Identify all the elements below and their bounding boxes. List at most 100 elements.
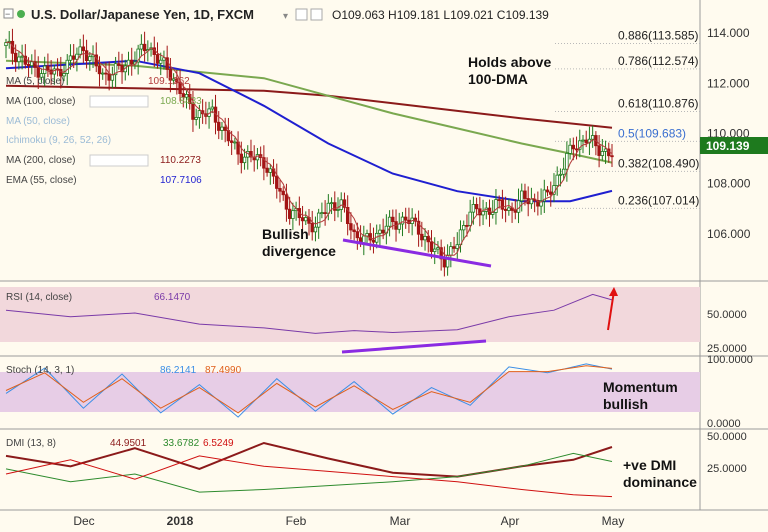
candle-body [104, 72, 108, 75]
candle-body [584, 139, 588, 144]
candle-body [574, 148, 579, 151]
candle-body [191, 103, 195, 120]
price-tick-label: 106.000 [707, 227, 751, 241]
candle-body [362, 235, 366, 244]
stoch-label[interactable]: Stoch (14, 3, 1) [6, 365, 74, 376]
legend-eye-icon[interactable] [89, 95, 149, 108]
time-label-may: May [602, 514, 625, 528]
candle-body [523, 190, 527, 199]
candle-body [329, 202, 334, 205]
candle-body [68, 55, 73, 61]
momentum-note-line1: Momentum [603, 379, 678, 395]
candle-body [426, 235, 430, 243]
candle-body [168, 69, 173, 81]
candle-body [159, 59, 163, 64]
stoch-k-line [5, 363, 613, 418]
indicator-ma5-label[interactable]: MA (5, close) [6, 76, 64, 87]
candle-body [39, 73, 44, 78]
candle-body [291, 210, 295, 219]
candle-body [255, 154, 260, 161]
ma200-line [5, 84, 613, 129]
candle-body [381, 229, 385, 234]
rsi-tick-25: 25.0000 [707, 343, 747, 355]
candle-body [320, 212, 324, 215]
time-label-dec: Dec [73, 514, 94, 528]
candle-body [349, 223, 353, 231]
candle-body [455, 244, 459, 249]
status-dot-icon [17, 10, 25, 18]
candle-body [497, 199, 501, 201]
candle-body [333, 202, 337, 211]
candle-body [507, 207, 511, 211]
candle-body [175, 78, 179, 83]
settings-icon[interactable] [295, 8, 308, 21]
candle-body [181, 93, 185, 98]
candle-body [268, 168, 273, 173]
dmi-minus-value: 6.5249 [203, 438, 234, 449]
indicator-ema55-label[interactable]: EMA (55, close) [6, 175, 77, 186]
dmi-tick-50: 50.0000 [707, 431, 747, 443]
symbol-menu-chevron-icon[interactable]: ▾ [283, 11, 288, 22]
indicator-ma200-label[interactable]: MA (200, close) [6, 155, 75, 166]
dmi-label[interactable]: DMI (13, 8) [6, 438, 56, 449]
fib-label-3: 0.5(109.683) [618, 126, 686, 140]
candle-body [316, 212, 321, 228]
time-label-apr: Apr [501, 514, 520, 528]
candle-body [571, 144, 576, 150]
candle-body [558, 173, 563, 176]
stoch-k-value: 86.2141 [160, 365, 197, 376]
candle-body [155, 54, 160, 64]
candle-body [194, 117, 198, 120]
candle-body [578, 140, 582, 150]
price-tick-label: 114.000 [707, 26, 750, 40]
indicator-ichimoku-label[interactable]: Ichimoku (9, 26, 52, 26) [6, 135, 111, 146]
candle-body [4, 42, 8, 47]
price-tick-label: 110.000 [707, 126, 750, 140]
price-tick-label: 108.000 [707, 177, 751, 191]
indicator-ema55-value: 107.7106 [160, 175, 202, 186]
rsi-label[interactable]: RSI (14, close) [6, 292, 72, 303]
candle-body [281, 190, 285, 196]
candle-body [542, 189, 547, 202]
candle-body [220, 126, 224, 131]
dma-note-line1: Holds above [468, 54, 551, 70]
candle-body [310, 222, 314, 233]
candle-body [513, 210, 517, 213]
candle-body [300, 217, 305, 222]
dmi-minus-line [5, 455, 613, 498]
candle-body [603, 148, 608, 152]
stoch-d-value: 87.4990 [205, 365, 242, 376]
candle-body [471, 204, 476, 213]
close-icon[interactable] [310, 8, 323, 21]
candle-body [210, 106, 214, 110]
header-bar: − U.S. Dollar/Japanese Yen, 1D, FXCM ▾ O… [3, 7, 549, 22]
candle-body [610, 155, 614, 158]
candle-body [113, 63, 118, 76]
price-divergence-line [342, 238, 492, 268]
candle-body [439, 247, 443, 260]
candle-body [449, 246, 453, 256]
candle-body [500, 199, 505, 210]
candle-body [503, 208, 508, 211]
legend-settings-icon[interactable] [89, 154, 149, 167]
candle-body [465, 225, 469, 227]
collapse-icon[interactable] [3, 8, 14, 19]
candle-body [436, 247, 440, 250]
fib-label-4: 0.382(108.490) [618, 156, 699, 170]
candle-body [107, 73, 111, 81]
dmi-plus-line [5, 452, 613, 493]
candle-body [462, 225, 466, 231]
divergence-note-line1: Bullish [262, 226, 309, 242]
candle-body [130, 59, 134, 65]
indicator-ma50-label[interactable]: MA (50, close) [6, 116, 70, 127]
candle-body [101, 72, 105, 75]
candle-body [249, 151, 253, 158]
candle-body [30, 61, 34, 67]
indicator-ma100-label[interactable]: MA (100, close) [6, 96, 75, 107]
candle-body [352, 229, 356, 233]
fib-label-0: 0.886(113.585) [618, 28, 699, 42]
fib-label-5: 0.236(107.014) [618, 193, 699, 207]
dmi-plus-value: 33.6782 [163, 438, 200, 449]
rsi-line [5, 293, 613, 334]
